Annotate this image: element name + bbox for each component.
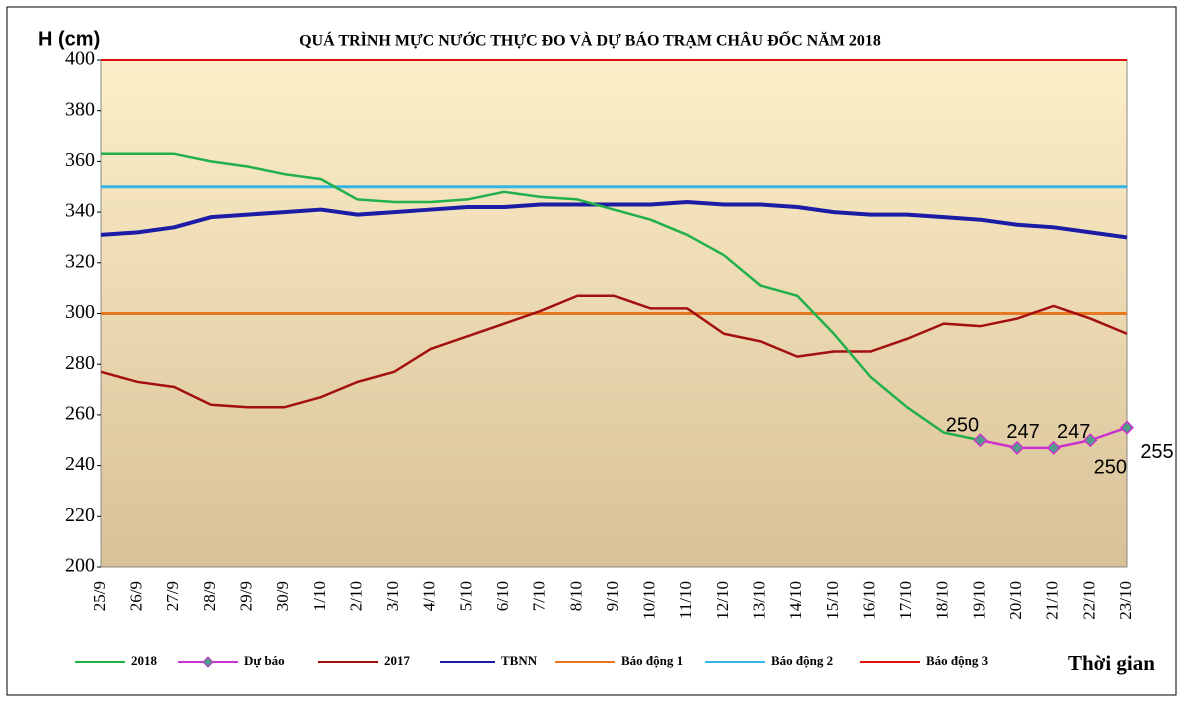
x-tick-label: 5/10 [456, 581, 475, 611]
x-tick-label: 14/10 [786, 581, 805, 620]
y-tick-label: 220 [65, 504, 95, 526]
x-tick-label: 8/10 [566, 581, 585, 611]
x-tick-label: 12/10 [713, 581, 732, 620]
x-tick-label: 29/9 [236, 581, 255, 611]
x-tick-label: 30/9 [273, 581, 292, 611]
x-tick-label: 26/9 [127, 581, 146, 611]
data-label: 255 [1140, 441, 1173, 463]
legend-label: Báo động 1 [621, 653, 683, 668]
x-tick-label: 2/10 [346, 581, 365, 611]
x-tick-label: 25/9 [90, 581, 109, 611]
y-tick-label: 320 [65, 250, 95, 272]
y-tick-label: 280 [65, 352, 95, 374]
legend-label: Báo động 2 [771, 653, 833, 668]
data-label: 250 [946, 415, 979, 437]
x-tick-label: 10/10 [640, 581, 659, 620]
data-label: 250 [1094, 457, 1127, 479]
x-tick-label: 19/10 [969, 581, 988, 620]
marker [973, 433, 988, 448]
x-tick-label: 17/10 [896, 581, 915, 620]
marker [1083, 433, 1098, 448]
y-tick-label: 200 [65, 555, 95, 577]
y-tick-label: 380 [65, 98, 95, 120]
x-tick-label: 23/10 [1116, 581, 1135, 620]
x-tick-label: 13/10 [749, 581, 768, 620]
x-tick-label: 21/10 [1043, 581, 1062, 620]
legend-label: Báo động 3 [926, 653, 989, 668]
x-tick-label: 15/10 [823, 581, 842, 620]
x-tick-label: 18/10 [933, 581, 952, 620]
chart-title: QUÁ TRÌNH MỰC NƯỚC THỰC ĐO VÀ DỰ BÁO TRẠ… [299, 30, 881, 50]
x-axis-label: Thời gian [1068, 651, 1155, 675]
legend-label: Dự báo [244, 653, 285, 668]
y-tick-label: 360 [65, 149, 95, 171]
y-tick-label: 400 [65, 48, 95, 70]
x-tick-label: 7/10 [530, 581, 549, 611]
x-tick-label: 1/10 [310, 581, 329, 611]
x-tick-label: 4/10 [420, 581, 439, 611]
data-label: 247 [1057, 421, 1090, 443]
y-tick-label: 300 [65, 301, 95, 323]
marker [1046, 440, 1061, 455]
marker [1119, 420, 1135, 435]
x-tick-label: 20/10 [1006, 581, 1025, 620]
marker [1010, 440, 1025, 455]
y-tick-label: 340 [65, 200, 95, 222]
legend-label: TBNN [501, 653, 538, 668]
data-label: 247 [1006, 421, 1039, 443]
x-tick-label: 3/10 [383, 581, 402, 611]
y-tick-label: 240 [65, 453, 95, 475]
legend-marker [202, 656, 214, 668]
series-line [101, 152, 981, 442]
legend-label: 2017 [384, 653, 411, 668]
x-tick-label: 9/10 [603, 581, 622, 611]
x-tick-label: 28/9 [200, 581, 219, 611]
series-line [100, 294, 1128, 409]
x-tick-label: 6/10 [493, 581, 512, 611]
legend-label: 2018 [131, 653, 158, 668]
series-line [100, 199, 1128, 240]
y-axis-label: H (cm) [38, 28, 100, 50]
y-tick-label: 260 [65, 402, 95, 424]
x-tick-label: 16/10 [859, 581, 878, 620]
x-tick-label: 11/10 [676, 581, 695, 619]
x-tick-label: 22/10 [1079, 581, 1098, 620]
x-tick-label: 27/9 [163, 581, 182, 611]
